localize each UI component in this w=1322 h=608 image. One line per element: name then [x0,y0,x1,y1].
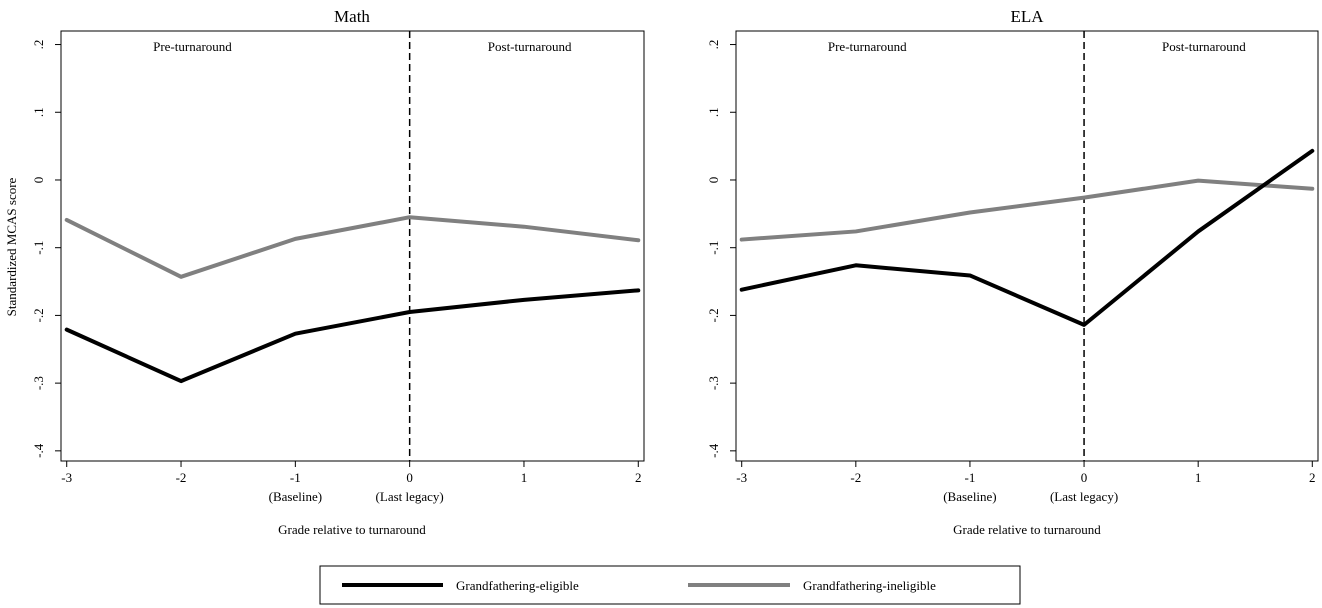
math-plot-frame [60,30,645,462]
ela-series-grandfathering-eligible [739,148,1315,327]
ela-y-tick-label: .1 [706,107,721,117]
ela-pre-turnaround-label: Pre-turnaround [828,39,907,54]
math-y-tick-label: -.3 [31,376,46,390]
ela-x-tick-label: 0 [1081,470,1088,485]
ela-x-tick-label: -3 [736,470,747,485]
math-x-tick-sublabel: (Last legacy) [376,489,444,504]
math-y-tick-label: -.1 [31,241,46,255]
ela-x-tick-sublabel: (Last legacy) [1050,489,1118,504]
math-post-turnaround-label: Post-turnaround [488,39,572,54]
ela-x-tick-label: -1 [965,470,976,485]
ela-series-grandfathering-ineligible [739,178,1315,242]
math-y-tick-label: -.2 [31,308,46,322]
math-y-tick-label: 0 [31,177,46,184]
ela-title: ELA [1010,7,1044,26]
math-x-tick-label: -3 [61,470,72,485]
math-x-axis-label: Grade relative to turnaround [278,522,426,537]
ela-y-tick-label: -.4 [706,443,721,458]
math-y-tick-label: .2 [31,40,46,50]
ela-x-tick-label: 2 [1309,470,1316,485]
ela-y-tick-label: 0 [706,177,721,184]
ela-y-tick-label: -.2 [706,308,721,322]
ela-y-tick-label: -.3 [706,376,721,390]
math-y-tick-label: -.4 [31,443,46,458]
ela-plot-frame [735,30,1319,462]
legend-label-ineligible: Grandfathering-ineligible [803,578,936,593]
math-x-tick-label: 2 [635,470,642,485]
math-x-tick-label: -2 [176,470,187,485]
math-series-grandfathering-eligible [64,288,641,384]
ela-x-tick-sublabel: (Baseline) [943,489,996,504]
ela-post-turnaround-label: Post-turnaround [1162,39,1246,54]
math-series-grandfathering-ineligible [64,215,641,279]
legend: Grandfathering-eligible Grandfathering-i… [319,565,1021,605]
ela-x-axis-label: Grade relative to turnaround [953,522,1101,537]
math-x-tick-label: 0 [406,470,413,485]
math-y-tick-label: .1 [31,107,46,117]
ela-x-tick-label: 1 [1195,470,1202,485]
math-x-tick-label: -1 [290,470,301,485]
legend-label-eligible: Grandfathering-eligible [456,578,579,593]
math-x-tick-sublabel: (Baseline) [269,489,322,504]
math-x-tick-label: 1 [521,470,528,485]
y-axis-label: Standardized MCAS score [4,177,19,316]
math-pre-turnaround-label: Pre-turnaround [153,39,232,54]
math-panel: Math .2 .1 0 -.1 -.2 -.3 -.4 -3 -2 -1 (Baseline) 0 (L… [31,7,645,537]
math-title: Math [334,7,370,26]
ela-y-tick-label: .2 [706,40,721,50]
ela-y-tick-label: -.1 [706,241,721,255]
ela-panel: ELA .2 .1 0 -.1 -.2 -.3 -.4 -3 -2 -1 (Baseline) 0 (La… [706,7,1319,537]
ela-x-tick-label: -2 [850,470,861,485]
